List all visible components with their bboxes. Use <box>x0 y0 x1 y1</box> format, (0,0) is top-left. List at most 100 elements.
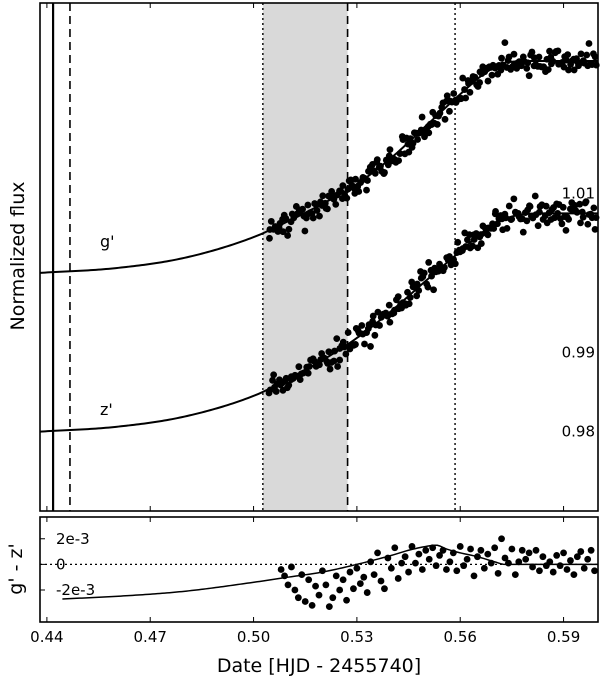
data-point-z <box>441 264 448 271</box>
data-point-z <box>536 208 543 216</box>
data-point-z <box>340 343 348 351</box>
data-point-z <box>413 292 421 300</box>
data-point-g <box>313 207 321 214</box>
bottom-y-tick-label: 2e-3 <box>56 530 90 548</box>
x-tick-label: 0.47 <box>134 628 167 646</box>
color-data-point <box>456 543 464 550</box>
data-point-z <box>430 286 437 294</box>
color-data-point <box>501 554 509 562</box>
y-axis-title-color: g' - z' <box>5 543 27 594</box>
color-data-point <box>377 577 385 585</box>
top-panel-frame <box>39 2 599 512</box>
data-point-g <box>466 88 474 96</box>
color-data-point <box>567 557 574 564</box>
data-point-g <box>321 199 329 207</box>
data-point-g <box>488 71 496 79</box>
data-point-g <box>284 232 292 239</box>
data-point-z <box>331 347 338 355</box>
color-data-point <box>508 545 516 553</box>
color-data-point <box>356 580 364 587</box>
color-data-point <box>322 581 330 589</box>
data-point-z <box>534 222 542 230</box>
data-point-z <box>272 388 280 395</box>
color-data-point <box>584 555 592 563</box>
color-data-point <box>305 576 313 584</box>
data-point-g <box>525 72 533 80</box>
data-point-g <box>409 139 417 147</box>
data-point-g <box>414 136 421 143</box>
color-data-point <box>498 535 505 543</box>
x-tick-label: 0.53 <box>340 628 373 646</box>
data-point-z <box>508 215 516 223</box>
data-point-g <box>546 47 553 55</box>
data-point-g <box>371 169 379 177</box>
data-point-g <box>395 157 403 164</box>
data-point-z <box>376 322 383 329</box>
data-point-z <box>305 363 313 370</box>
color-data-point <box>408 543 416 550</box>
data-point-z <box>573 208 581 216</box>
data-point-z <box>344 329 352 336</box>
color-data-point <box>384 554 392 562</box>
x-tick-label: 0.44 <box>30 628 63 646</box>
data-point-g <box>446 107 453 115</box>
color-data-point <box>336 586 344 594</box>
data-point-z <box>576 200 584 208</box>
data-point-g <box>386 146 394 154</box>
data-point-g <box>339 182 347 190</box>
data-point-z <box>330 357 338 365</box>
data-point-z <box>451 260 459 268</box>
data-point-g <box>570 66 578 74</box>
data-point-g <box>279 228 287 236</box>
color-data-point <box>298 571 306 579</box>
color-data-point <box>360 573 368 581</box>
color-data-point <box>563 566 571 573</box>
data-point-z <box>285 381 293 389</box>
data-point-z <box>316 361 323 369</box>
color-data-point <box>405 568 412 576</box>
color-scatter-points <box>277 535 598 611</box>
data-point-z <box>270 371 278 379</box>
color-data-point <box>460 562 468 570</box>
color-data-point <box>277 566 285 573</box>
data-point-g <box>299 205 306 213</box>
color-data-point <box>449 549 457 557</box>
data-point-g <box>304 201 312 209</box>
color-data-point <box>432 562 440 570</box>
data-point-g <box>285 225 293 233</box>
bottom-panel: 2e-3 0 -2e-3 0.44 0.47 0.50 0.53 0.56 0.59 g' -… <box>5 516 599 677</box>
data-point-z <box>477 240 485 247</box>
color-data-point <box>573 553 581 561</box>
x-axis-title: Date [HJD - 2455740] <box>217 655 421 677</box>
color-data-point <box>370 571 378 579</box>
data-point-g <box>418 113 426 121</box>
color-data-point <box>463 555 471 563</box>
data-point-z <box>326 365 334 373</box>
color-data-point <box>422 546 430 554</box>
color-data-point <box>587 546 595 554</box>
color-data-point <box>391 544 399 552</box>
data-point-g <box>316 212 323 220</box>
data-point-g <box>363 186 370 194</box>
color-data-point <box>539 553 547 561</box>
data-point-z <box>424 283 432 291</box>
color-data-point <box>474 553 481 561</box>
data-point-z <box>405 300 413 308</box>
data-point-z <box>523 217 531 225</box>
data-point-z <box>464 236 471 244</box>
data-point-z <box>492 208 499 215</box>
color-data-point <box>546 558 554 566</box>
color-data-point <box>556 562 564 570</box>
color-data-point <box>387 564 395 572</box>
data-point-z <box>334 363 342 370</box>
data-point-g <box>450 90 458 97</box>
data-point-g <box>564 51 572 58</box>
data-point-g <box>364 177 371 184</box>
color-data-point <box>553 552 561 559</box>
data-point-g <box>585 40 593 47</box>
vertical-lines <box>51 3 456 511</box>
data-point-g <box>476 79 484 86</box>
data-point-z <box>369 312 377 320</box>
data-point-z <box>394 293 402 301</box>
